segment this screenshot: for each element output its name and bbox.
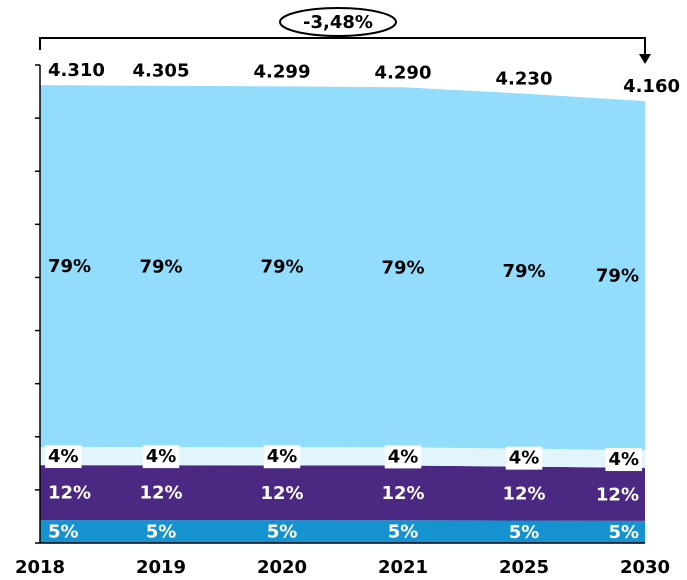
value-label: 12% [381,483,424,504]
value-label: 79% [381,257,424,278]
bracket-line [39,37,646,56]
annotation-oval [279,7,397,37]
label-box [384,445,422,469]
label-box [142,445,180,469]
value-label: 12% [139,483,182,504]
x-tick-label: 2025 [499,557,549,578]
label-box [45,445,82,469]
x-tick-label: 2018 [15,557,65,578]
annotation: -3,48% [303,12,373,33]
areas [40,85,645,543]
area [40,465,645,521]
value-label: 4% [608,449,639,470]
value-label: 5% [509,522,540,543]
change-bracket [39,37,646,56]
x-tick-label: 2019 [136,557,186,578]
label-box [605,448,642,472]
value-label: 4% [48,446,79,467]
value-label: 79% [139,256,182,277]
value-label: 5% [267,522,298,543]
total-label: 4.310 [48,60,105,81]
value-label: 5% [48,522,79,543]
value-label: 4% [388,446,419,467]
x-tick-label: 2021 [378,557,428,578]
value-label: 79% [48,256,91,277]
label-box [505,446,543,470]
value-label: 4% [146,446,177,467]
area [40,85,645,451]
area [40,446,645,468]
value-label: 79% [502,261,545,282]
value-label: 12% [260,483,303,504]
value-label: 5% [146,522,177,543]
value-label: 4% [509,448,540,469]
total-label: 4.230 [496,69,553,90]
value-label: 12% [596,484,639,505]
total-label: 4.290 [375,62,432,83]
label-box [263,445,301,469]
value-label: 12% [502,484,545,505]
value-label: 4% [267,446,298,467]
total-label: 4.305 [133,61,190,82]
area [40,520,645,543]
x-tick-label: 2030 [620,557,670,578]
total-label: 4.299 [254,61,311,82]
x-tick-label: 2020 [257,557,307,578]
arrow-head [639,54,651,64]
value-label: 79% [596,266,639,287]
value-label: 5% [388,522,419,543]
value-label: 12% [48,483,91,504]
value-label: 79% [260,257,303,278]
total-label: 4.160 [623,76,680,97]
value-label: 5% [608,522,639,543]
